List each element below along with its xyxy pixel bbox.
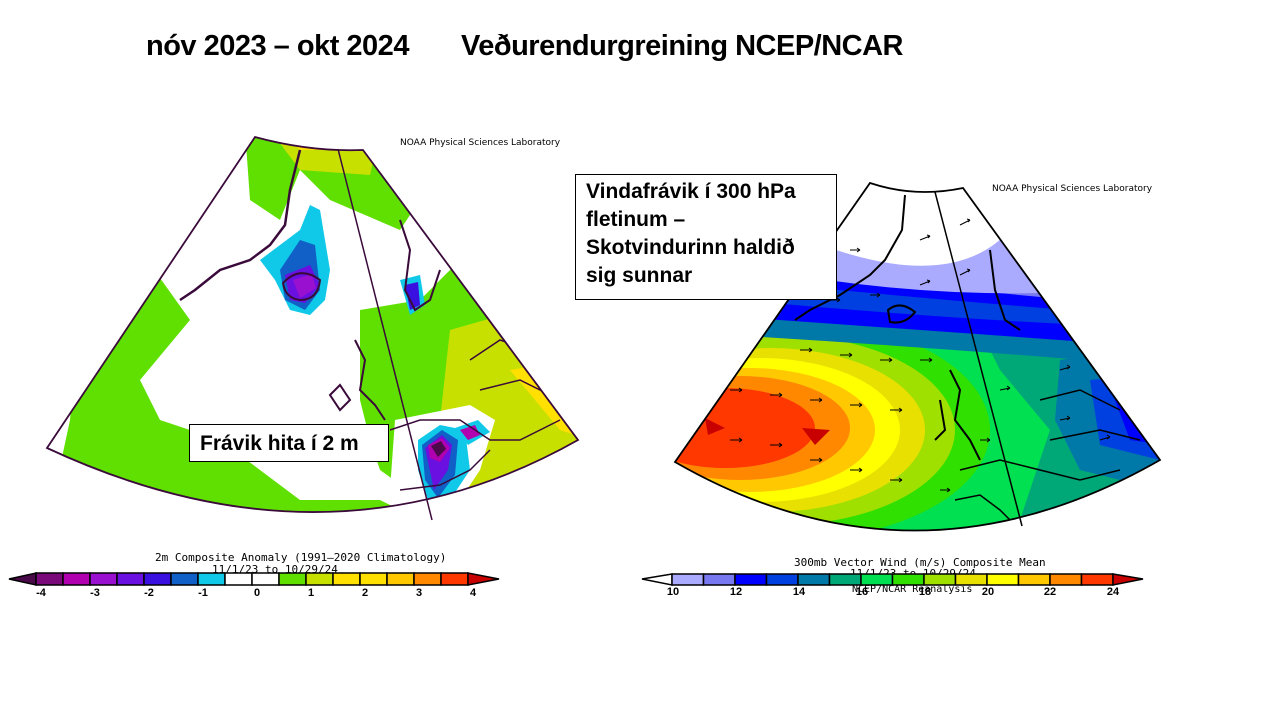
colorbar-right-footer: NCEP/NCAR Reanalysis [852, 584, 973, 595]
colorbar-right-tick: 20 [981, 586, 995, 598]
colorbar-right-tick: 12 [729, 586, 743, 598]
colorbar-left-tick: 2 [361, 587, 369, 599]
wind-label-line: fletinum – [586, 208, 686, 231]
wind-label-line: Skotvindurinn haldið [586, 236, 795, 259]
colorbar-left-tick: 1 [307, 587, 315, 599]
title-source: Veðurendurgreining NCEP/NCAR [461, 30, 904, 62]
temperature-anomaly-label: Frávik hita í 2 m [189, 424, 389, 462]
colorbar-left-tick: -1 [198, 587, 208, 599]
credit-right: NOAA Physical Sciences Laboratory [992, 184, 1153, 194]
colorbar-left-tick: 0 [253, 587, 261, 599]
colorbar-right-tick: 14 [792, 586, 806, 598]
colorbar-left-tick: -3 [90, 587, 100, 599]
colorbar-left-title: 2m Composite Anomaly (1991–2020 Climatol… [155, 551, 447, 564]
colorbar-right-title: 300mb Vector Wind (m/s) Composite Mean [794, 556, 1046, 569]
wind-anomaly-label: Vindafrávik í 300 hPa fletinum – Skotvin… [575, 174, 837, 300]
title-period: nóv 2023 – okt 2024 [146, 30, 409, 62]
wind-label-line: Vindafrávik í 300 hPa [586, 180, 796, 203]
colorbar-left-tick: -4 [36, 587, 46, 599]
colorbar-left-tick: -2 [144, 587, 154, 599]
wind-label-line: sig sunnar [586, 264, 693, 287]
colorbar-right-tick: 22 [1043, 586, 1057, 598]
temperature-colorbar [8, 572, 500, 586]
colorbar-right-tick: 18 [918, 586, 932, 598]
colorbar-right-tick: 16 [855, 586, 869, 598]
colorbar-left-tick: 4 [469, 587, 477, 599]
credit-left: NOAA Physical Sciences Laboratory [400, 138, 561, 148]
colorbar-left-tick: 3 [415, 587, 423, 599]
colorbar-right-tick: 24 [1106, 586, 1120, 598]
colorbar-right-tick: 10 [666, 586, 680, 598]
temperature-anomaly-map [45, 135, 580, 521]
wind-colorbar [641, 573, 1144, 586]
